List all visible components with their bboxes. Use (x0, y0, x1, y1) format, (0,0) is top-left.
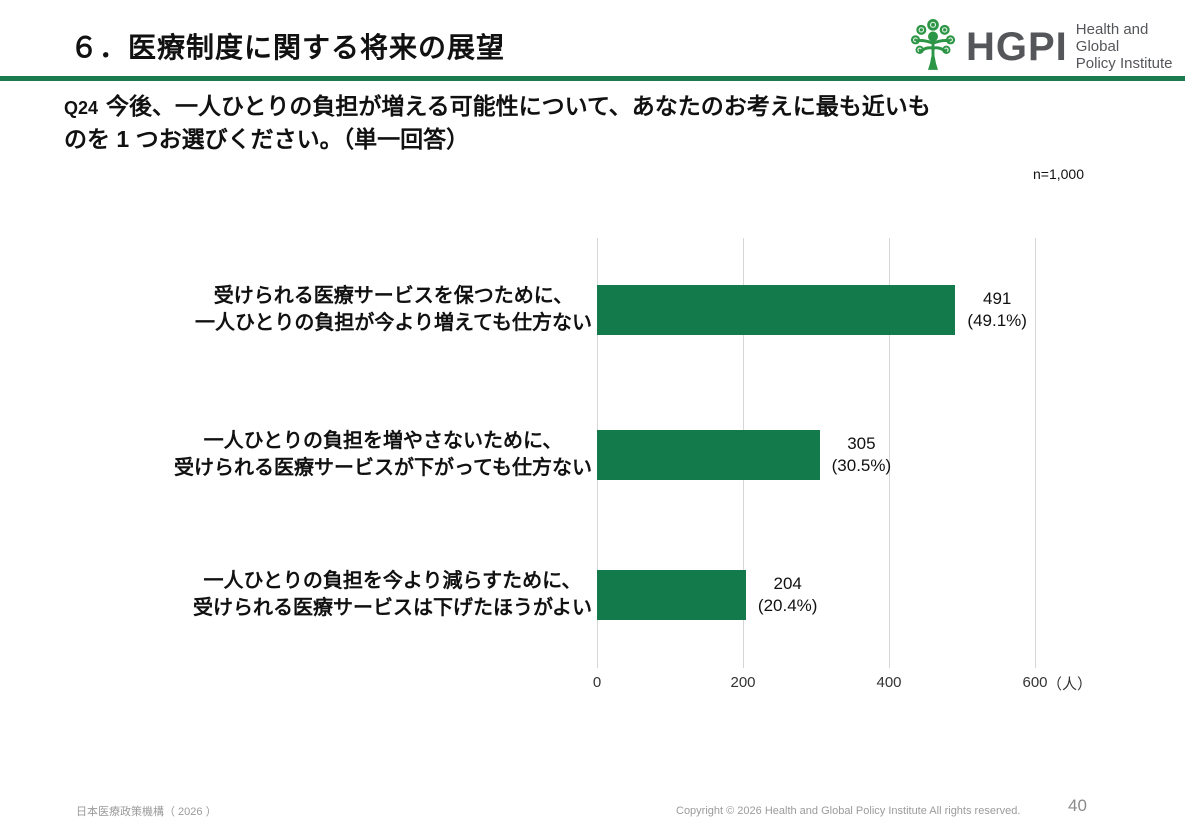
value-label-line: 204 (773, 573, 802, 593)
header-divider (0, 76, 1185, 81)
page-number: 40 (1068, 796, 1087, 815)
value-label: 204 (20.4%) (758, 573, 818, 617)
category-label-line: 受けられる医療サービスは下げたほうがよい (193, 597, 592, 619)
tree-icon (908, 16, 958, 77)
hgpi-logo: HGPI Health and Global Policy Institute (908, 16, 1185, 77)
value-label-line: (20.4%) (757, 596, 818, 615)
footer-copyright: Copyright © 2026 Health and Global Polic… (676, 805, 1021, 817)
category-label-line: 一人ひとりの負担を増やさないために、 (203, 430, 563, 452)
footer-source: 日本医療政策機構（ 2026 ） (76, 806, 217, 818)
bar-3 (597, 570, 746, 620)
x-tick-label: 0 (592, 674, 602, 691)
logo-name: Health and Global Policy Institute (1075, 20, 1173, 73)
gridline-600 (1035, 238, 1036, 668)
value-label-line: 491 (983, 288, 1012, 308)
value-label-line: (49.1%) (967, 311, 1027, 330)
sample-size-label: n=1,000 (1033, 166, 1084, 182)
x-tick-label: 400 (876, 674, 902, 691)
category-label: 受けられる医療サービスを保つために、 一人ひとりの負担が今より増えても仕方ない (195, 283, 592, 337)
value-label: 491 (49.1%) (967, 288, 1027, 332)
bar-2 (597, 430, 820, 480)
value-label: 305 (30.5%) (832, 433, 892, 477)
gridline-400 (889, 238, 890, 668)
x-tick-label: 200 (730, 674, 756, 691)
category-label-line: 受けられる医療サービスが下がっても仕方ない (174, 457, 592, 479)
bar-1 (597, 285, 956, 335)
value-label-line: (30.5%) (831, 456, 892, 475)
category-label-line: 一人ひとりの負担が今より増えても仕方ない (195, 312, 592, 334)
question-number: Q24 (64, 98, 99, 118)
question-text: Q24 今後、一人ひとりの負担が増える可能性について、あなたのお考えに最も近いも … (64, 93, 931, 153)
x-tick-label: 600 (1022, 674, 1048, 691)
category-label-line: 一人ひとりの負担を今より減らすために、 (203, 570, 582, 592)
logo-abbr: HGPI (966, 24, 1068, 69)
category-label-line: 受けられる医療サービスを保つために、 (213, 285, 574, 307)
value-label-line: 305 (847, 433, 876, 453)
category-label: 一人ひとりの負担を今より減らすために、 受けられる医療サービスは下げたほうがよい (193, 568, 592, 622)
category-label: 一人ひとりの負担を増やさないために、受けられる医療サービスが下がっても仕方ない (174, 428, 592, 482)
page-title: ６．医療制度に関する将来の展望 (70, 32, 506, 63)
axis-unit-label: （人） (1047, 676, 1093, 693)
